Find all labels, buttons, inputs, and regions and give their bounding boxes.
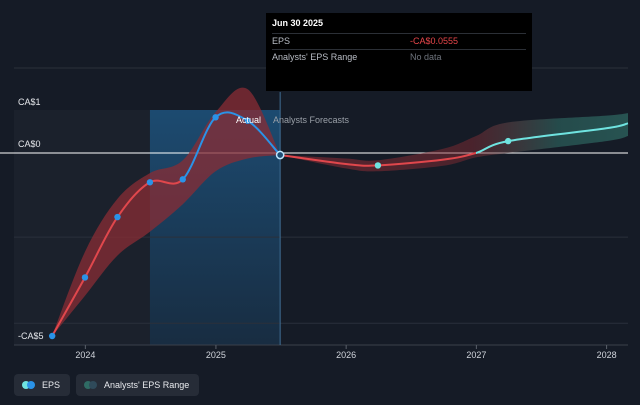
highlighted-point [275,150,285,160]
eps-line-actual-recent [183,111,281,180]
eps-range-band-forecast [280,113,628,172]
eps-line-forecast-positive [476,122,629,155]
actual-region-label: Actual [236,115,261,125]
tooltip-range-value: No data [410,52,442,62]
y-label-top: CA$1 [18,97,41,107]
legend-range-label: Analysts' EPS Range [104,380,190,390]
tooltip-eps-value: -CA$0.0555 [410,36,459,46]
series-markers [48,114,512,340]
eps-chart: CA$1 CA$0 -CA$5 Actual Analysts Forecast… [0,67,629,360]
eps-line-forecast-negative [279,151,477,167]
eps-range-band-actual [52,87,281,337]
y-label-bottom: -CA$5 [18,331,44,341]
legend-eps-label: EPS [42,380,61,390]
x-tick-label-2027: 2027 [466,350,486,360]
eps-legend-icon [22,381,36,389]
legend-item-eps[interactable]: EPS [14,374,71,396]
eps-point-2024-09-30 [179,176,186,183]
tooltip-date: Jun 30 2025 [272,18,324,28]
forecast-point-2026-03-31 [374,162,382,169]
eps-point-2024-03-31 [114,213,121,221]
forecast-region-label: Analysts Forecasts [273,115,350,125]
axis-labels: CA$1 CA$0 -CA$5 Actual Analysts Forecast… [18,97,617,360]
range-legend-icon [84,381,98,389]
x-tick-label-2028: 2028 [597,350,617,360]
eps-point-2024-12-31 [212,114,219,121]
chart-legend: EPS Analysts' EPS Range [14,374,200,396]
eps-point-2023-09-30 [48,332,56,340]
tooltip-row-eps: EPS -CA$0.0555 [272,33,526,49]
x-tick-label-2025: 2025 [206,350,226,360]
eps-point-2025-03-31 [244,117,251,124]
eps-point-2024-06-30 [146,179,154,186]
hover-tooltip: Jun 30 2025 EPS -CA$0.0555 Analysts' EPS… [266,13,532,91]
x-tick-label-2024: 2024 [75,350,95,360]
eps-point-2023-12-31 [81,274,89,281]
tooltip-range-key: Analysts' EPS Range [272,52,358,62]
tooltip-eps-key: EPS [272,36,291,46]
y-label-zero: CA$0 [18,139,41,149]
range-band-layer [52,87,628,337]
legend-item-range[interactable]: Analysts' EPS Range [76,374,200,396]
forecast-point-2027-03-31 [504,137,512,145]
x-tick-label-2026: 2026 [336,350,356,360]
tooltip-row-range: Analysts' EPS Range No data [272,49,526,65]
